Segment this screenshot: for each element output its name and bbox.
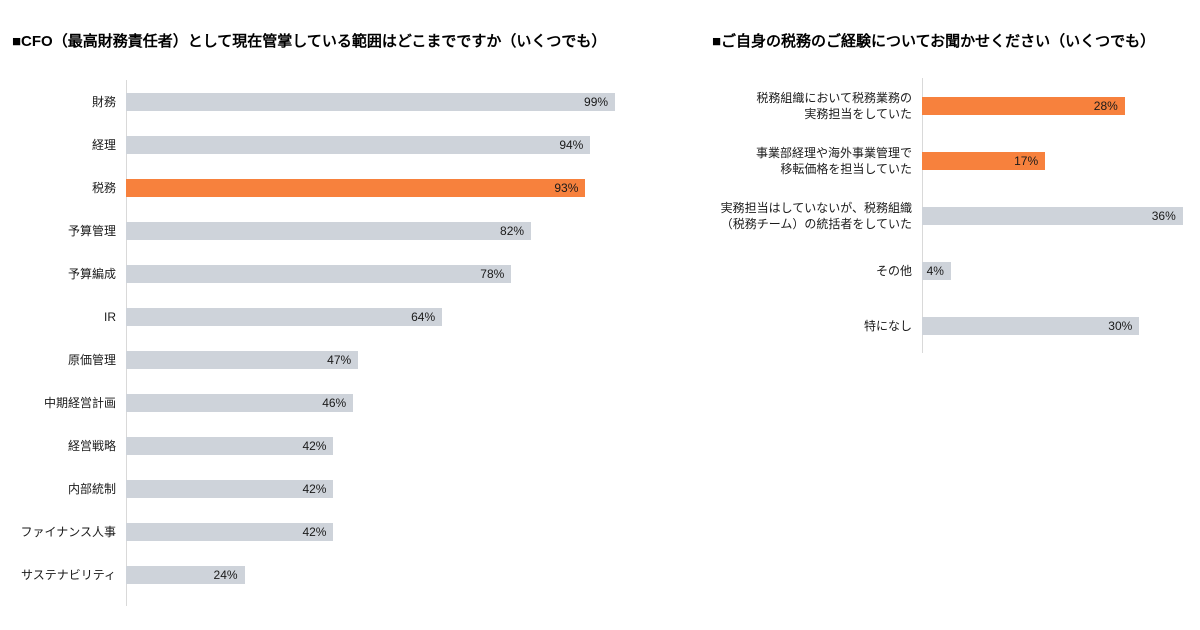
bar-row: 経理 94%	[12, 123, 620, 166]
bar-highlighted: 93%	[126, 178, 586, 197]
value-label: 36%	[1151, 208, 1176, 223]
bar-track: 30%	[922, 316, 1190, 335]
category-label: 原価管理	[67, 352, 116, 367]
bar: 24%	[126, 565, 245, 584]
bar: 42%	[126, 479, 334, 498]
bar-row: 内部統制 42%	[12, 467, 620, 510]
category-label: 経営戦略	[67, 438, 116, 453]
value-label: 30%	[1108, 318, 1133, 333]
bar-track: 64%	[126, 307, 620, 326]
bar-track: 42%	[126, 479, 620, 498]
category-label: 特になし	[863, 318, 912, 333]
value-label: 42%	[302, 438, 327, 453]
bar-track: 78%	[126, 264, 620, 283]
chart-cfo-scope: ■CFO（最高財務責任者）として現在管掌している範囲はどこまでですか（いくつでも…	[12, 31, 620, 606]
bar-row: 予算編成 78%	[12, 252, 620, 295]
chart-cfo-scope-plot: 財務 99% 経理 94% 税務 93% 予算管理 82% 予算編成 78% IR 64% 原価管理 47…	[12, 80, 620, 606]
bar: 42%	[126, 522, 334, 541]
bar-row: その他 4%	[712, 243, 1190, 298]
bar-track: 42%	[126, 436, 620, 455]
bar-track: 24%	[126, 565, 620, 584]
bar: 46%	[126, 393, 354, 412]
value-label: 46%	[322, 395, 347, 410]
value-label: 4%	[926, 263, 944, 278]
bar-row: 財務 99%	[12, 80, 620, 123]
category-label: ファイナンス人事	[20, 524, 116, 539]
category-label: 財務	[91, 94, 116, 109]
bar-row: 事業部経理や海外事業管理で 移転価格を担当していた 17%	[712, 133, 1190, 188]
value-label: 78%	[480, 266, 505, 281]
value-label: 64%	[411, 309, 436, 324]
bar-track: 4%	[922, 261, 1190, 280]
bar-row: ファイナンス人事 42%	[12, 510, 620, 553]
value-label: 82%	[500, 223, 525, 238]
bar-row: 予算管理 82%	[12, 209, 620, 252]
value-label: 99%	[584, 94, 609, 109]
value-label: 17%	[1014, 153, 1039, 168]
bar: 47%	[126, 350, 359, 369]
bar-row: サステナビリティ 24%	[12, 553, 620, 596]
category-label: 中期経営計画	[43, 395, 116, 410]
bar: 64%	[126, 307, 443, 326]
bar-track: 47%	[126, 350, 620, 369]
bar-row: 税務組織において税務業務の 実務担当をしていた 28%	[712, 78, 1190, 133]
value-label: 93%	[554, 180, 579, 195]
category-label: 実務担当はしていないが、税務組織 （税務チーム）の統括者をしていた	[720, 200, 912, 231]
bar: 4%	[922, 261, 951, 280]
chart-cfo-scope-title: ■CFO（最高財務責任者）として現在管掌している範囲はどこまでですか（いくつでも…	[12, 33, 607, 50]
value-label: 47%	[327, 352, 352, 367]
bar-row: 原価管理 47%	[12, 338, 620, 381]
category-label: その他	[875, 263, 912, 278]
bar: 78%	[126, 264, 512, 283]
bar: 42%	[126, 436, 334, 455]
bar-row: 経営戦略 42%	[12, 424, 620, 467]
bar-row: 税務 93%	[12, 166, 620, 209]
category-label: 予算管理	[67, 223, 116, 238]
value-label: 42%	[302, 524, 327, 539]
value-label: 42%	[302, 481, 327, 496]
bar-track: 99%	[126, 92, 620, 111]
bar-row: IR 64%	[12, 295, 620, 338]
value-label: 24%	[213, 567, 238, 582]
bar-highlighted: 17%	[922, 151, 1046, 170]
bar-row: 実務担当はしていないが、税務組織 （税務チーム）の統括者をしていた 36%	[712, 188, 1190, 243]
bar: 30%	[922, 316, 1140, 335]
value-label: 28%	[1093, 98, 1118, 113]
category-label: 内部統制	[67, 481, 116, 496]
chart-tax-experience-title: ■ご自身の税務のご経験についてお聞かせください（いくつでも）	[712, 33, 1156, 50]
bar: 94%	[126, 135, 591, 154]
category-label: 予算編成	[67, 266, 116, 281]
category-label: サステナビリティ	[20, 567, 116, 582]
bar-track: 46%	[126, 393, 620, 412]
bar-track: 94%	[126, 135, 620, 154]
category-label: IR	[104, 309, 116, 324]
bar-track: 17%	[922, 151, 1190, 170]
category-label: 経理	[91, 137, 116, 152]
category-label: 税務組織において税務業務の 実務担当をしていた	[756, 90, 912, 121]
bar: 82%	[126, 221, 532, 240]
value-label: 94%	[559, 137, 584, 152]
chart-tax-experience: ■ご自身の税務のご経験についてお聞かせください（いくつでも） 税務組織において税…	[712, 31, 1190, 353]
category-label: 税務	[91, 180, 116, 195]
category-label: 事業部経理や海外事業管理で 移転価格を担当していた	[755, 145, 912, 176]
bar-row: 中期経営計画 46%	[12, 381, 620, 424]
bar-highlighted: 28%	[922, 96, 1125, 115]
bar-track: 36%	[922, 206, 1190, 225]
bar-track: 82%	[126, 221, 620, 240]
bar-track: 28%	[922, 96, 1190, 115]
bar: 36%	[922, 206, 1183, 225]
bar-row: 特になし 30%	[712, 298, 1190, 353]
bar-track: 93%	[126, 178, 620, 197]
y-axis-line	[126, 80, 127, 606]
chart-tax-experience-plot: 税務組織において税務業務の 実務担当をしていた 28% 事業部経理や海外事業管理で …	[712, 78, 1190, 353]
bar-track: 42%	[126, 522, 620, 541]
bar: 99%	[126, 92, 616, 111]
